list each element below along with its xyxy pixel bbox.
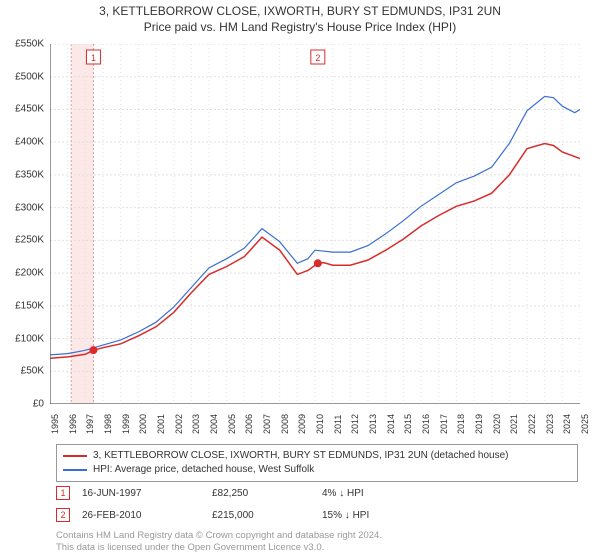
x-tick: 1999: [121, 414, 131, 434]
x-tick: 2003: [191, 414, 201, 434]
sale-marker-1-num: 1: [60, 488, 65, 498]
x-tick: 2004: [209, 414, 219, 434]
x-axis: 1995 1996 1997 1998 1999 2000 2001 2002 2003 2004…: [50, 406, 580, 436]
svg-text:1: 1: [91, 53, 96, 63]
x-tick: 2022: [527, 414, 537, 434]
title-subtitle: Price paid vs. HM Land Registry's House …: [0, 20, 600, 34]
x-tick: 2011: [333, 415, 343, 434]
x-tick: 2007: [262, 414, 272, 434]
sale-2-delta: 15% ↓ HPI: [322, 510, 369, 521]
x-tick: 1998: [103, 414, 113, 434]
sale-2-date: 26-FEB-2010: [82, 510, 212, 521]
legend-row: HPI: Average price, detached house, West…: [63, 463, 571, 477]
y-tick: £350K: [15, 169, 44, 180]
x-tick: 2002: [174, 414, 184, 434]
legend-swatch: [63, 455, 87, 457]
sale-marker-1: 1: [56, 486, 70, 500]
legend-row: 3, KETTLEBORROW CLOSE, IXWORTH, BURY ST …: [63, 449, 571, 463]
x-tick: 2015: [403, 414, 413, 434]
x-tick: 2010: [315, 414, 325, 434]
y-tick: £250K: [15, 235, 44, 246]
x-tick: 2019: [474, 414, 484, 434]
sale-2-price: £215,000: [212, 510, 322, 521]
x-tick: 2017: [439, 414, 449, 434]
y-tick: £300K: [15, 202, 44, 213]
legend-label: HPI: Average price, detached house, West…: [93, 463, 314, 477]
x-tick: 2000: [138, 414, 148, 434]
sale-marker-2-num: 2: [60, 510, 65, 520]
plot-svg: 12: [50, 44, 580, 404]
attribution: Contains HM Land Registry data © Crown c…: [56, 530, 382, 554]
y-tick: £500K: [15, 71, 44, 82]
y-tick: £400K: [15, 137, 44, 148]
x-tick: 2008: [280, 414, 290, 434]
attribution-line2: This data is licensed under the Open Gov…: [56, 542, 382, 554]
y-tick: £200K: [15, 268, 44, 279]
y-axis: £0£50K£100K£150K£200K£250K£300K£350K£400…: [0, 44, 48, 404]
x-tick: 2013: [368, 414, 378, 434]
x-tick: 2006: [244, 414, 254, 434]
x-tick: 2016: [421, 414, 431, 434]
legend: 3, KETTLEBORROW CLOSE, IXWORTH, BURY ST …: [56, 444, 578, 482]
x-tick: 2014: [386, 414, 396, 434]
title-address: 3, KETTLEBORROW CLOSE, IXWORTH, BURY ST …: [0, 4, 600, 18]
plot-area: 12: [50, 44, 580, 404]
x-tick: 2009: [297, 414, 307, 434]
x-tick: 2020: [492, 414, 502, 434]
sale-1-price: £82,250: [212, 488, 322, 499]
y-tick: £100K: [15, 333, 44, 344]
x-tick: 1997: [85, 414, 95, 434]
x-tick: 2001: [156, 414, 166, 434]
svg-text:2: 2: [315, 53, 320, 63]
sale-marker-2: 2: [56, 508, 70, 522]
y-tick: £150K: [15, 300, 44, 311]
attribution-line1: Contains HM Land Registry data © Crown c…: [56, 530, 382, 542]
x-tick: 1995: [50, 414, 60, 434]
x-tick: 2018: [456, 414, 466, 434]
x-tick: 2005: [227, 414, 237, 434]
sale-1-date: 16-JUN-1997: [82, 488, 212, 499]
sale-1-delta: 4% ↓ HPI: [322, 488, 364, 499]
chart-container: 3, KETTLEBORROW CLOSE, IXWORTH, BURY ST …: [0, 0, 600, 560]
sale-row-1: 1 16-JUN-1997 £82,250 4% ↓ HPI: [56, 486, 578, 500]
x-tick: 2023: [545, 414, 555, 434]
sale-row-2: 2 26-FEB-2010 £215,000 15% ↓ HPI: [56, 508, 578, 522]
legend-label: 3, KETTLEBORROW CLOSE, IXWORTH, BURY ST …: [93, 449, 509, 463]
legend-swatch: [63, 469, 87, 471]
x-tick: 2012: [350, 414, 360, 434]
y-tick: £50K: [21, 366, 44, 377]
y-tick: £0: [33, 399, 44, 410]
x-tick: 2021: [509, 414, 519, 434]
x-tick: 2025: [580, 414, 590, 434]
x-tick: 1996: [68, 414, 78, 434]
y-tick: £550K: [15, 39, 44, 50]
x-tick: 2024: [562, 414, 572, 434]
y-tick: £450K: [15, 104, 44, 115]
title-block: 3, KETTLEBORROW CLOSE, IXWORTH, BURY ST …: [0, 0, 600, 34]
